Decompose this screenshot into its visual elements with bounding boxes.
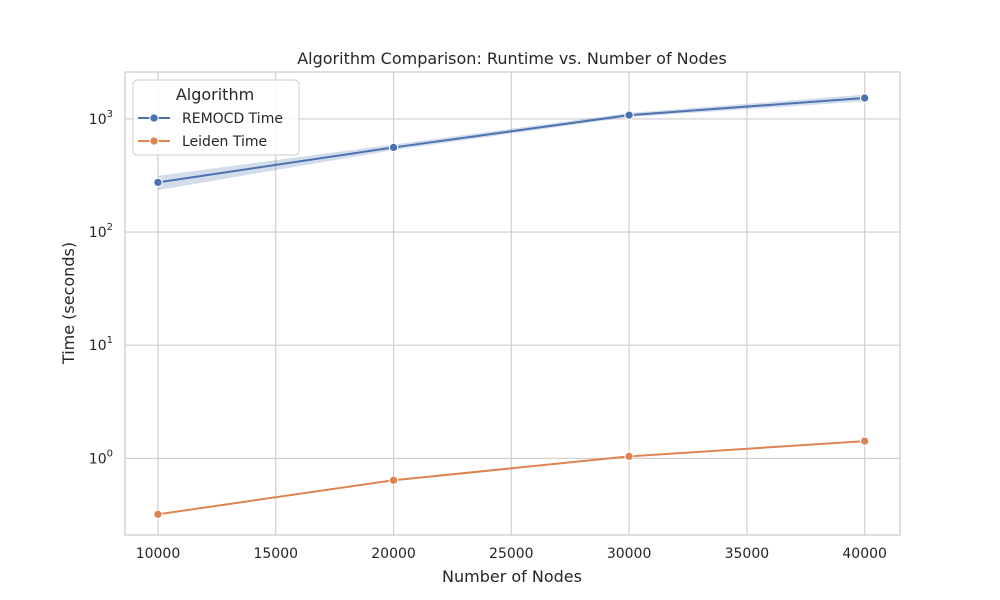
legend-label: REMOCD Time bbox=[182, 111, 283, 127]
series-lines bbox=[156, 97, 866, 516]
data-point bbox=[859, 436, 870, 446]
y-tick-label: 102 bbox=[89, 222, 113, 241]
data-point bbox=[153, 509, 163, 520]
data-point bbox=[388, 142, 399, 153]
series-line bbox=[156, 97, 866, 184]
legend: Algorithm REMOCD Time Leiden Time bbox=[132, 79, 300, 156]
x-tick-label: 10000 bbox=[136, 546, 181, 562]
legend-title: Algorithm bbox=[176, 85, 254, 104]
x-tick-label: 40000 bbox=[842, 546, 887, 562]
x-tick-label: 25000 bbox=[489, 546, 534, 562]
y-axis-label: Time (seconds) bbox=[59, 242, 78, 365]
x-tick-label: 35000 bbox=[725, 546, 770, 562]
data-point bbox=[153, 177, 163, 188]
x-tick-label: 20000 bbox=[371, 546, 416, 562]
legend-label: Leiden Time bbox=[182, 134, 267, 150]
data-point bbox=[388, 475, 399, 485]
plot-area-frame bbox=[124, 71, 901, 536]
x-tick-label: 30000 bbox=[607, 546, 652, 562]
legend-items: REMOCD Time Leiden Time bbox=[138, 111, 283, 150]
series-line bbox=[156, 440, 866, 516]
y-axis-ticks: 100 101 102 103 bbox=[89, 109, 113, 467]
x-axis-label: Number of Nodes bbox=[442, 567, 582, 586]
chart-title: Algorithm Comparison: Runtime vs. Number… bbox=[297, 49, 727, 68]
legend-box bbox=[132, 79, 300, 156]
legend-swatch-marker bbox=[149, 113, 159, 123]
legend-swatch-marker bbox=[149, 136, 159, 146]
x-axis-ticks: 10000 15000 20000 25000 30000 35000 40000 bbox=[136, 546, 887, 562]
series-markers bbox=[153, 93, 870, 520]
y-tick-label: 101 bbox=[89, 335, 113, 354]
data-point bbox=[624, 110, 634, 120]
x-tick-label: 15000 bbox=[253, 546, 298, 562]
y-tick-label: 103 bbox=[89, 109, 113, 128]
data-point bbox=[859, 93, 870, 103]
data-point bbox=[624, 451, 634, 462]
y-tick-label: 100 bbox=[89, 448, 113, 467]
